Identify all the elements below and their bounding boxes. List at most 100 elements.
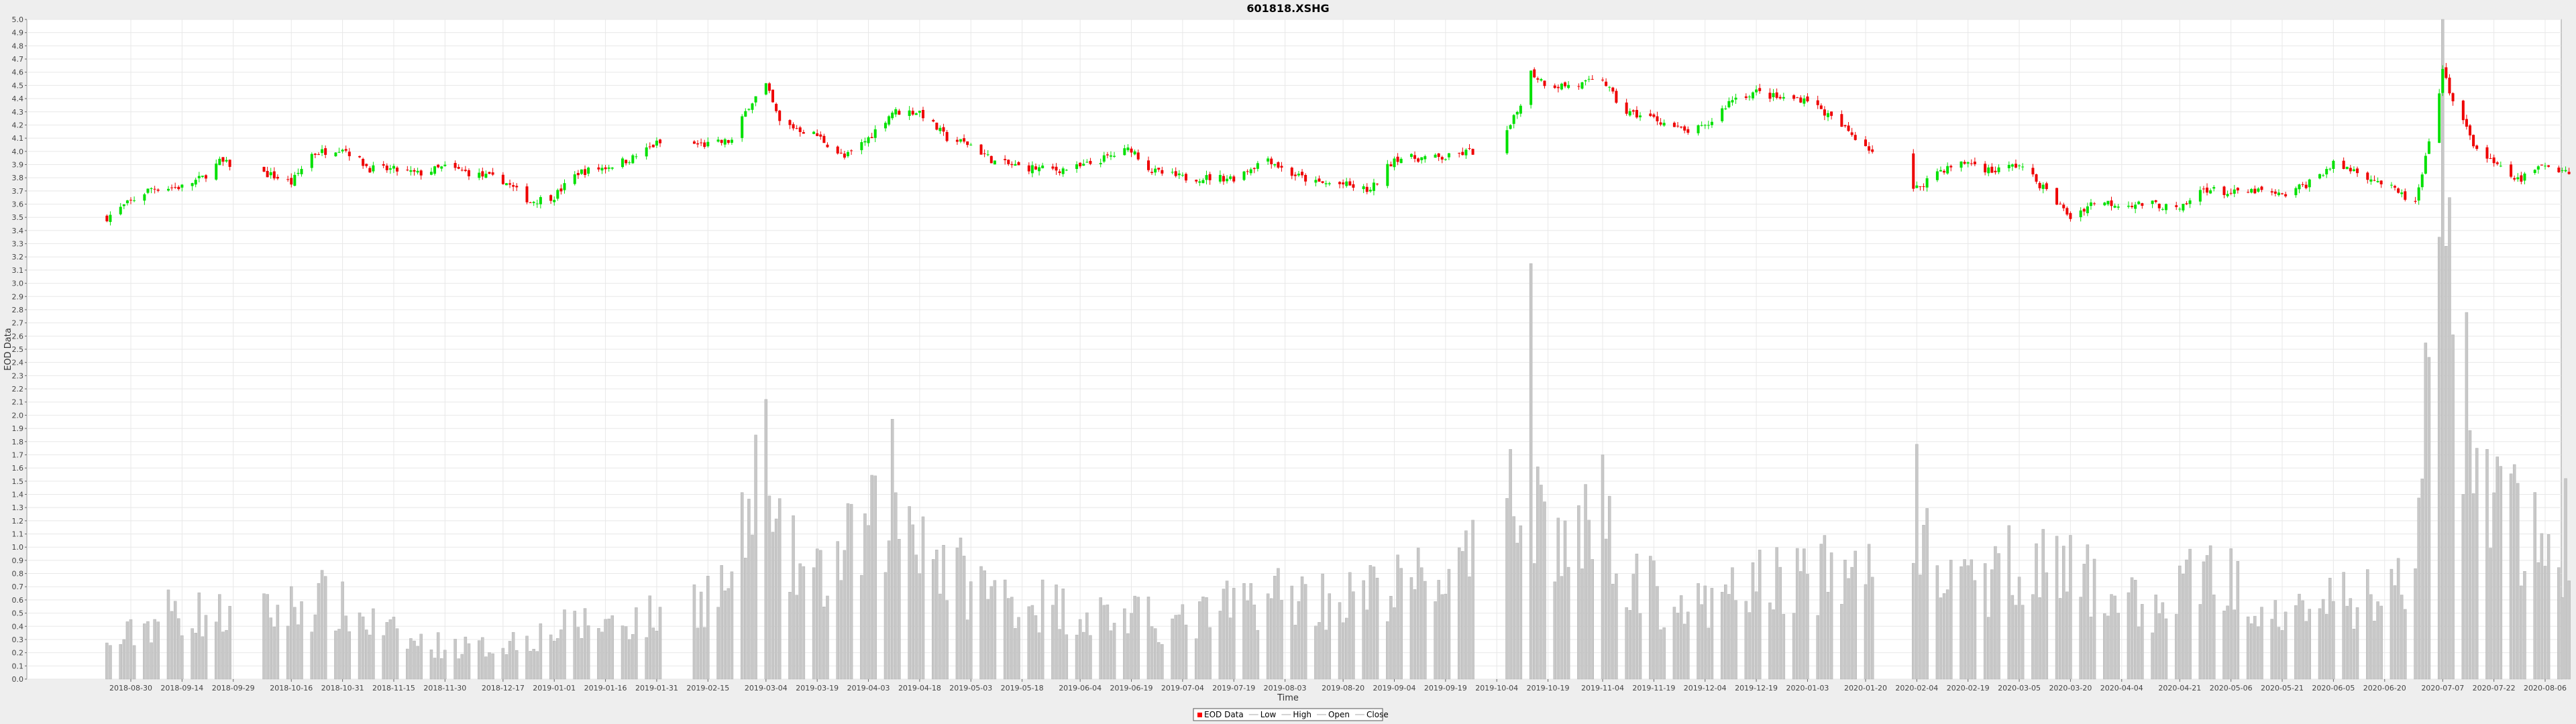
x-tick-label: 2019-06-19 [1110, 684, 1153, 692]
volume-bar [600, 631, 604, 680]
candle-body [1393, 158, 1396, 168]
volume-bar [815, 548, 819, 680]
volume-bar [1925, 508, 1929, 680]
volume-bar [1949, 560, 1953, 680]
candle-body [692, 141, 696, 144]
candle-body [2253, 188, 2257, 194]
volume-bar [2065, 591, 2069, 680]
volume-bar [385, 622, 389, 680]
candle-body [1782, 97, 1785, 99]
y-tick-label: 4.3 [12, 108, 24, 117]
volume-bar [395, 628, 399, 680]
candle-body [873, 129, 877, 138]
volume-bar [1099, 597, 1102, 680]
volume-bar [2468, 430, 2472, 680]
candle-body [180, 184, 184, 188]
candle-body [1184, 174, 1187, 181]
candle-body [1413, 155, 1417, 159]
x-tick-label: 2018-09-29 [212, 684, 255, 692]
volume-bar [2379, 605, 2383, 680]
candle-body [150, 188, 153, 189]
candle-body [501, 174, 504, 184]
candle-body [1970, 163, 1973, 164]
volume-bar [699, 591, 703, 680]
y-tick-label: 1.2 [12, 517, 24, 526]
volume-bar [979, 566, 983, 680]
candle-body [1099, 163, 1102, 164]
candle-body [741, 116, 744, 138]
volume-bar [727, 588, 731, 680]
candle-body [1540, 79, 1543, 81]
candles [105, 62, 2571, 226]
y-tick-label: 0.1 [12, 662, 24, 670]
candle-body [792, 124, 795, 129]
volume-bar [771, 532, 775, 680]
volume-bar [935, 550, 938, 680]
candle-body [1089, 161, 1092, 164]
volume-bar [1075, 634, 1079, 680]
candle-body [221, 157, 225, 162]
legend-label: High [1293, 710, 1311, 719]
volume-bar [1153, 628, 1157, 680]
y-tick-label: 1.6 [12, 464, 24, 473]
candle-body [2404, 191, 2407, 200]
volume-bar [2273, 600, 2277, 680]
volume-bar [2277, 627, 2281, 680]
volume-bar [1348, 572, 1352, 680]
candle-body [847, 152, 850, 157]
volume-bar [2324, 613, 2328, 680]
volume-bar [1321, 573, 1324, 680]
candle-body [396, 168, 399, 172]
volume-bar [696, 627, 700, 680]
volume-bar [1409, 577, 1413, 680]
volume-bar [658, 607, 662, 680]
candle-body [1919, 186, 1922, 187]
volume-bar [1983, 563, 1987, 680]
volume-bar [716, 607, 720, 680]
candle-body [2079, 210, 2082, 217]
candle-body [2451, 93, 2455, 102]
volume-bar [201, 636, 205, 680]
candle-body [2031, 168, 2035, 175]
volume-bar [2533, 492, 2536, 680]
candle-body [1628, 111, 1631, 116]
volume-bar [1703, 585, 1707, 680]
candle-body [2564, 170, 2567, 172]
volume-bar [225, 629, 228, 680]
y-tick-label: 3.0 [12, 280, 24, 288]
volume-bar [563, 609, 566, 680]
candle-body [1778, 97, 1782, 99]
candle-body [2461, 101, 2465, 121]
volume-bar [1768, 602, 1772, 680]
volume-bar [1280, 600, 1283, 680]
volume-bar [2069, 535, 2072, 680]
legend-swatch [1197, 713, 1202, 717]
candle-body [867, 137, 870, 143]
volume-bar [2352, 628, 2356, 680]
candle-body [938, 127, 942, 131]
volume-bar [477, 640, 481, 680]
volume-bar [1218, 611, 1222, 680]
volume-bar [2441, 19, 2445, 680]
volume-bar [2417, 497, 2420, 680]
volume-bar [1939, 597, 1943, 680]
volume-bar [1799, 571, 1803, 680]
candle-body [122, 204, 125, 206]
volume-bar [2342, 572, 2345, 680]
candle-body [1871, 149, 1874, 152]
volume-bar [2260, 607, 2263, 680]
candle-body [1796, 97, 1799, 99]
candle-body [1635, 110, 1638, 118]
candle-body [2417, 187, 2420, 201]
volume-bar [2492, 492, 2496, 680]
volume-bar [2246, 616, 2250, 680]
candle-body [2131, 206, 2134, 208]
candle-body [1686, 129, 1690, 133]
candle-body [429, 172, 433, 175]
volume-bar [751, 534, 754, 680]
candle-body [651, 144, 655, 147]
volume-bar [484, 656, 488, 680]
volume-bar [2103, 613, 2106, 680]
candle-body [1587, 78, 1591, 80]
volume-bar [890, 419, 894, 680]
